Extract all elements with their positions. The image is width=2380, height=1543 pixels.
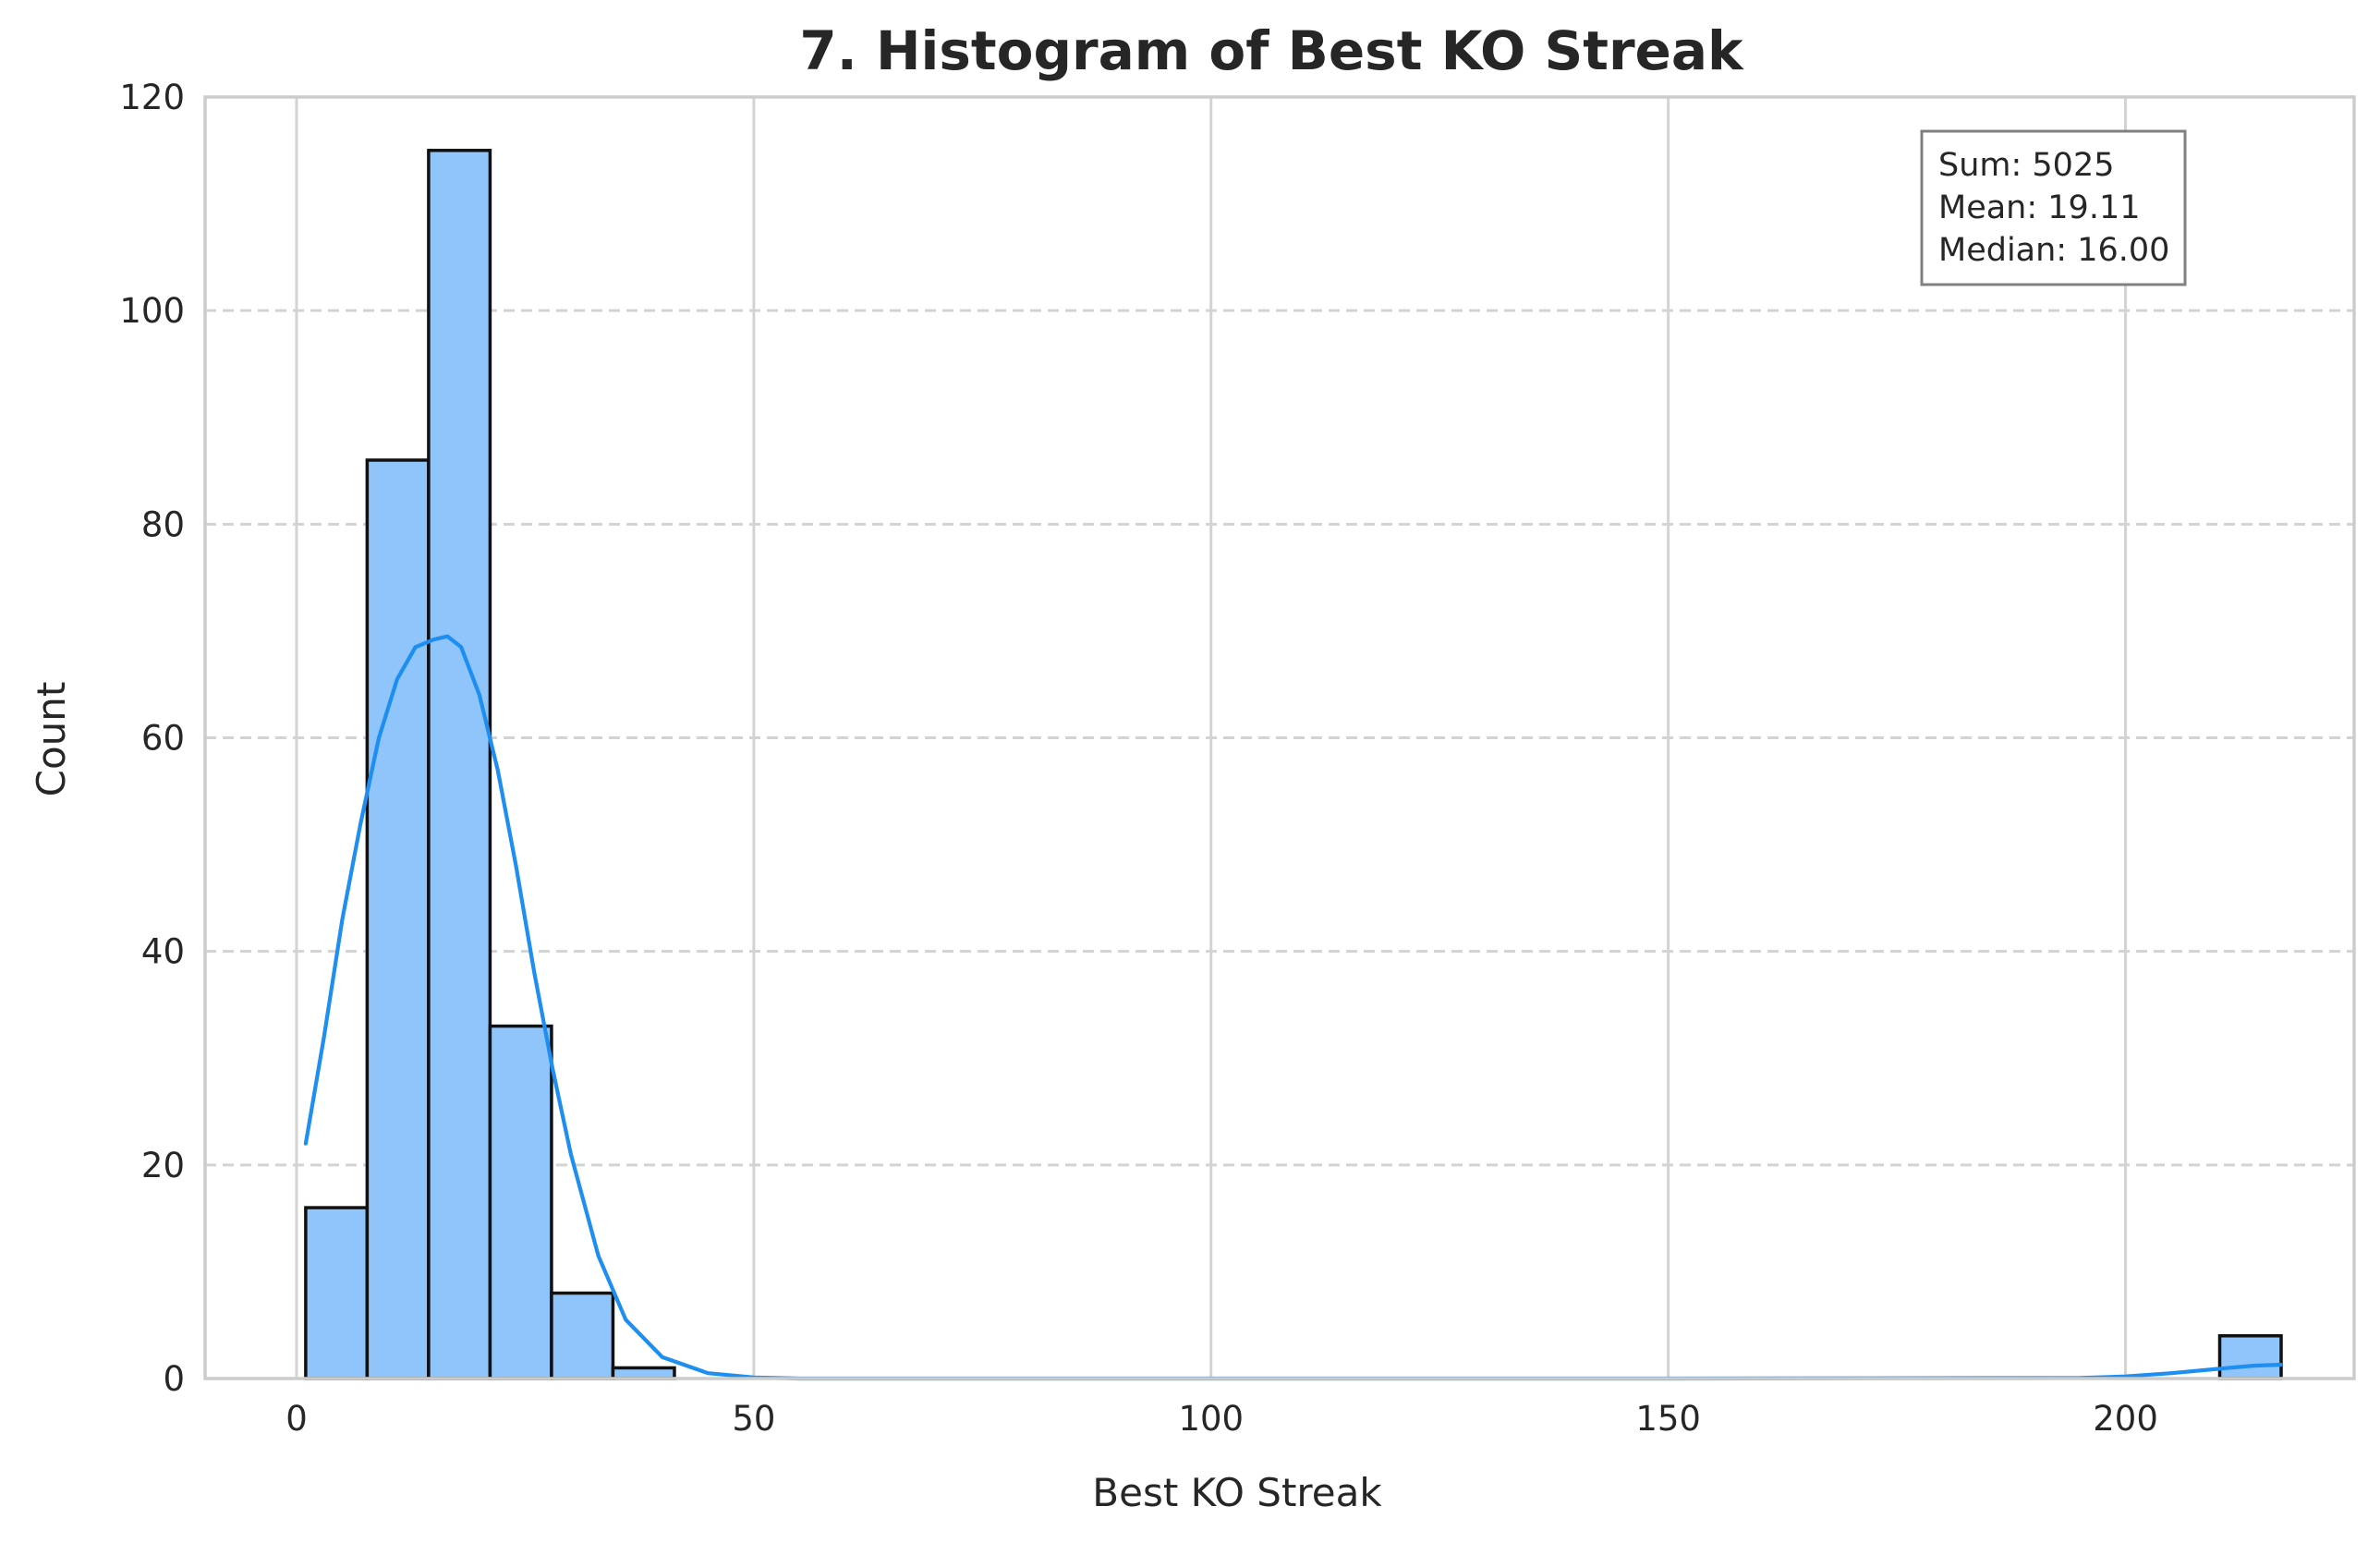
stats-box: Sum: 5025 Mean: 19.11 Median: 16.00 [1920,129,2187,286]
histogram-bars [304,149,2283,1380]
stats-mean: Mean: 19.11 [1938,189,2140,226]
x-tick-label: 200 [2093,1399,2158,1439]
y-tick-label: 20 [141,1146,185,1185]
y-axis-label: Count [29,682,74,797]
chart-title: 7. Histogram of Best KO Streak [799,19,1744,82]
stats-sum: Sum: 5025 [1938,147,2114,184]
plot-frame [203,95,2356,1380]
histogram-bar [304,1206,370,1380]
y-tick-label: 100 [119,291,185,331]
x-axis-label: Best KO Streak [1092,1470,1382,1515]
y-tick-label: 60 [141,719,185,759]
x-tick-label: 0 [285,1399,308,1439]
histogram-bar [550,1291,615,1380]
x-tick-label: 150 [1635,1399,1701,1439]
histogram-bar [488,1024,553,1380]
y-tick-label: 40 [141,932,185,972]
histogram-bar [365,458,431,1380]
stats-box-border [1920,129,2187,286]
x-tick-label: 50 [732,1399,775,1439]
stats-median: Median: 16.00 [1938,232,2169,269]
y-tick-label: 0 [163,1359,185,1399]
x-tick-label: 100 [1178,1399,1244,1439]
y-tick-label: 80 [141,504,185,544]
y-tick-label: 120 [119,78,185,117]
histogram-bar [2217,1334,2283,1380]
axis-ticks: 0 50 100 150 200 0 20 40 60 80 100 120 [119,78,2157,1439]
histogram-bar [427,149,492,1380]
